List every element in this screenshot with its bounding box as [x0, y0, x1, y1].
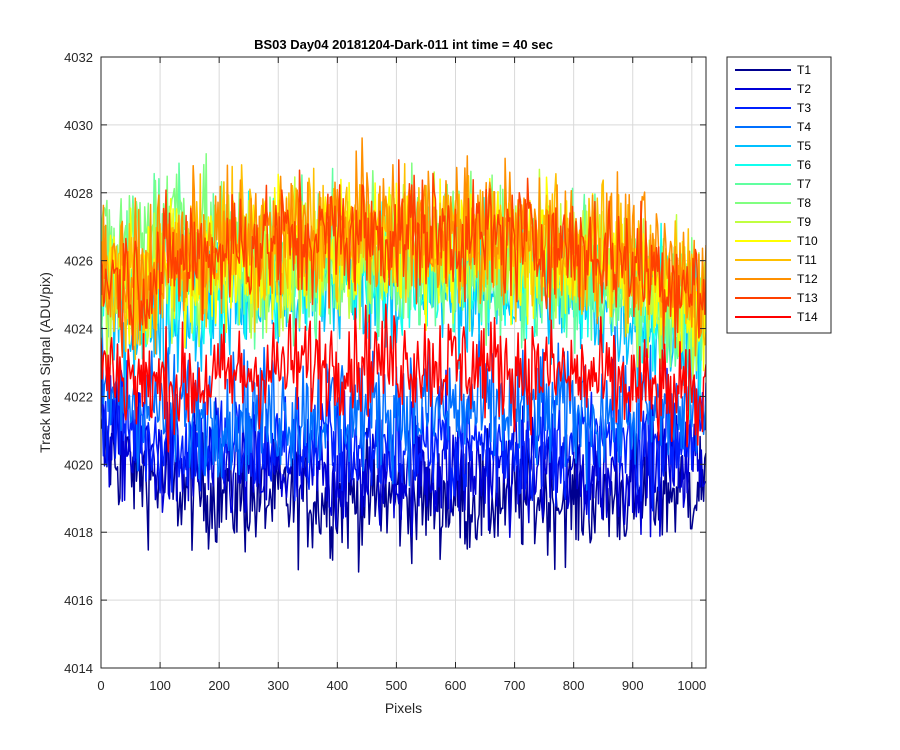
legend-label-t5: T5 [797, 139, 811, 153]
y-tick-label: 4014 [64, 661, 93, 676]
x-tick-label: 800 [563, 678, 585, 693]
x-tick-label: 100 [149, 678, 171, 693]
y-tick-label: 4028 [64, 186, 93, 201]
x-tick-label: 400 [326, 678, 348, 693]
legend-label-t8: T8 [797, 196, 811, 210]
y-tick-label: 4030 [64, 118, 93, 133]
x-tick-label: 0 [97, 678, 104, 693]
x-tick-label: 200 [208, 678, 230, 693]
y-tick-label: 4032 [64, 50, 93, 65]
chart-title: BS03 Day04 20181204-Dark-011 int time = … [254, 37, 553, 52]
y-tick-label: 4024 [64, 322, 93, 337]
y-tick-label: 4018 [64, 525, 93, 540]
axes [100, 56, 707, 669]
legend-label-t6: T6 [797, 158, 811, 172]
series-line-t14 [101, 303, 706, 453]
y-tick-label: 4026 [64, 254, 93, 269]
x-tick-label: 600 [445, 678, 467, 693]
axes-box [100, 56, 707, 669]
y-tick-label: 4020 [64, 457, 93, 472]
y-tick-labels: 4014 4016 4018 4020 4022 4024 4026 4028 4030 4032 [64, 50, 93, 676]
series-line-t13 [101, 159, 706, 358]
legend-label-t7: T7 [797, 177, 811, 191]
x-tick-labels: 0 100 200 300 400 500 600 700 800 900 1000 [97, 678, 706, 693]
y-axis-label: Track Mean Signal (ADU/pix) [37, 272, 53, 453]
legend-label-t3: T3 [797, 101, 811, 115]
legend-box [726, 56, 832, 334]
legend: T1 T2 T3 T4 T5 T6 T7 T8 T9 T10 T11 T12 T13 T14 [726, 56, 832, 334]
x-axis-label: Pixels [385, 700, 422, 716]
legend-label-t13: T13 [797, 291, 818, 305]
legend-label-t11: T11 [797, 253, 817, 267]
x-tick-label: 700 [504, 678, 526, 693]
legend-label-t12: T12 [797, 272, 818, 286]
legend-label-t14: T14 [797, 310, 818, 324]
legend-label-t9: T9 [797, 215, 811, 229]
legend-label-t1: T1 [797, 63, 811, 77]
x-tick-label: 1000 [677, 678, 706, 693]
y-tick-label: 4016 [64, 593, 93, 608]
y-tick-label: 4022 [64, 389, 93, 404]
x-tick-label: 300 [267, 678, 289, 693]
x-tick-label: 900 [622, 678, 644, 693]
legend-label-t10: T10 [797, 234, 818, 248]
x-tick-label: 500 [386, 678, 408, 693]
legend-label-t4: T4 [797, 120, 811, 134]
series-layer [101, 137, 706, 573]
legend-label-t2: T2 [797, 82, 811, 96]
